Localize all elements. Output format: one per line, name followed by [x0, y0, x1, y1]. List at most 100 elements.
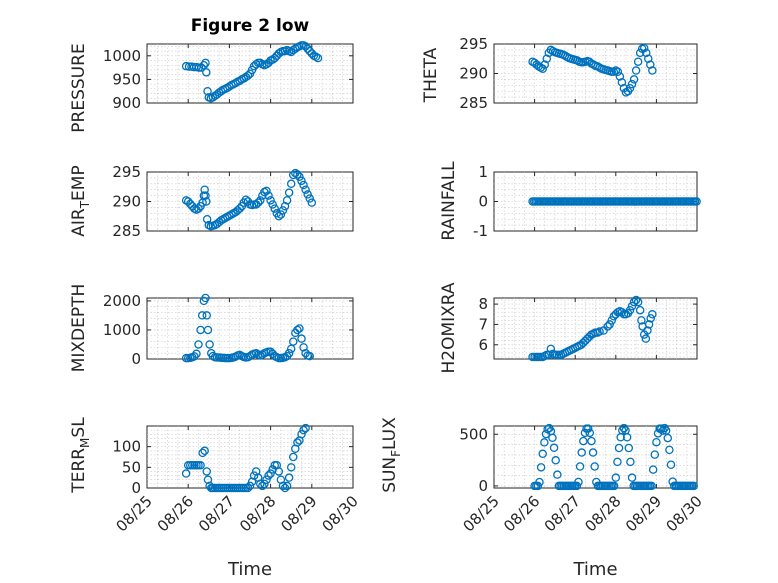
data-point [613, 67, 623, 76]
y-tick-label: 285 [112, 222, 141, 240]
x-tick-label: 08/29 [622, 492, 665, 535]
data-point [286, 179, 296, 189]
data-point [311, 52, 321, 61]
data-point [299, 343, 308, 352]
data-point [618, 426, 627, 435]
y-tick-label: 290 [459, 65, 488, 83]
data-point [643, 326, 652, 335]
data-point [200, 185, 209, 194]
data-point [551, 456, 560, 465]
data-point [646, 314, 655, 323]
data-point [627, 79, 637, 89]
x-tick-label: 08/26 [154, 492, 197, 535]
data-point [603, 322, 612, 331]
data-point [194, 204, 203, 213]
y-tick-label: 900 [112, 94, 141, 112]
data-point [280, 483, 290, 493]
data-point [301, 185, 310, 194]
data-point [538, 449, 547, 459]
data-point [297, 430, 306, 439]
data-point [197, 311, 207, 320]
data-point [199, 60, 209, 70]
data-point [633, 57, 643, 66]
data-point [625, 84, 635, 93]
data-point [647, 481, 656, 491]
data-point [202, 311, 211, 320]
data-point [241, 195, 251, 204]
data-point [609, 481, 619, 491]
data-point [202, 68, 211, 77]
grid [494, 298, 697, 359]
figure-title: Figure 2 low [191, 16, 310, 36]
y-axis-label: SUNFLUX [380, 417, 403, 493]
data-point [301, 42, 310, 51]
data-point [266, 196, 275, 205]
data-point [540, 438, 549, 447]
data-point [622, 433, 632, 442]
data-point [611, 473, 621, 482]
data-point [282, 481, 292, 491]
data-point [588, 448, 598, 457]
data-point [284, 188, 294, 197]
y-tick-label: 295 [459, 35, 488, 53]
x-tick-label: 08/30 [663, 492, 706, 535]
y-axis-label: THETA [421, 47, 441, 103]
data-point [251, 348, 261, 358]
y-tick-label: 8 [478, 295, 488, 313]
data-point [542, 54, 552, 64]
data-point [197, 63, 206, 72]
data-point [280, 201, 290, 211]
x-tick-label: 08/26 [500, 492, 543, 535]
data-point [201, 191, 210, 200]
data-point [585, 428, 595, 438]
data-point [266, 469, 275, 478]
data-series [530, 423, 699, 491]
data-point [203, 86, 212, 96]
x-tick-label: 08/30 [319, 492, 362, 535]
data-point [572, 481, 582, 491]
y-tick-label: 0 [131, 350, 141, 368]
data-point [301, 423, 310, 433]
y-tick-label: 290 [112, 193, 141, 211]
data-point [256, 58, 265, 68]
data-point [278, 206, 288, 215]
data-point [286, 463, 296, 472]
data-point [540, 60, 550, 69]
data-point [243, 71, 253, 80]
data-point [536, 463, 546, 472]
data-point [595, 327, 604, 336]
data-point [202, 467, 211, 476]
data-point [648, 310, 657, 319]
data-point [181, 61, 191, 71]
data-point [635, 305, 645, 315]
data-point [274, 467, 284, 476]
data-point [607, 316, 616, 325]
data-point [629, 297, 639, 307]
data-point [295, 324, 304, 333]
x-tick-label: 08/29 [277, 492, 320, 535]
data-point [203, 475, 213, 484]
data-point [605, 320, 614, 329]
data-point [186, 199, 195, 209]
subplot-2: 285 290 295 THETA [421, 35, 698, 112]
data-point [235, 76, 244, 86]
data-point [260, 479, 269, 489]
x-tick-label: 08/27 [541, 492, 584, 535]
data-point [183, 197, 193, 206]
axes-frame [146, 425, 354, 489]
data-point [276, 210, 286, 219]
y-axis-label: TERRMSL [69, 417, 92, 494]
data-point [625, 305, 635, 315]
data-point [305, 194, 314, 203]
data-point [203, 325, 213, 335]
data-point [200, 446, 209, 456]
data-point [299, 180, 308, 190]
y-tick-label: 0 [131, 479, 141, 497]
data-point [278, 481, 288, 491]
data-point [201, 58, 210, 68]
data-point [202, 197, 211, 206]
y-tick-label: 2000 [103, 292, 141, 310]
y-tick-label: 1000 [103, 47, 141, 65]
y-tick-label: 1000 [103, 321, 141, 339]
